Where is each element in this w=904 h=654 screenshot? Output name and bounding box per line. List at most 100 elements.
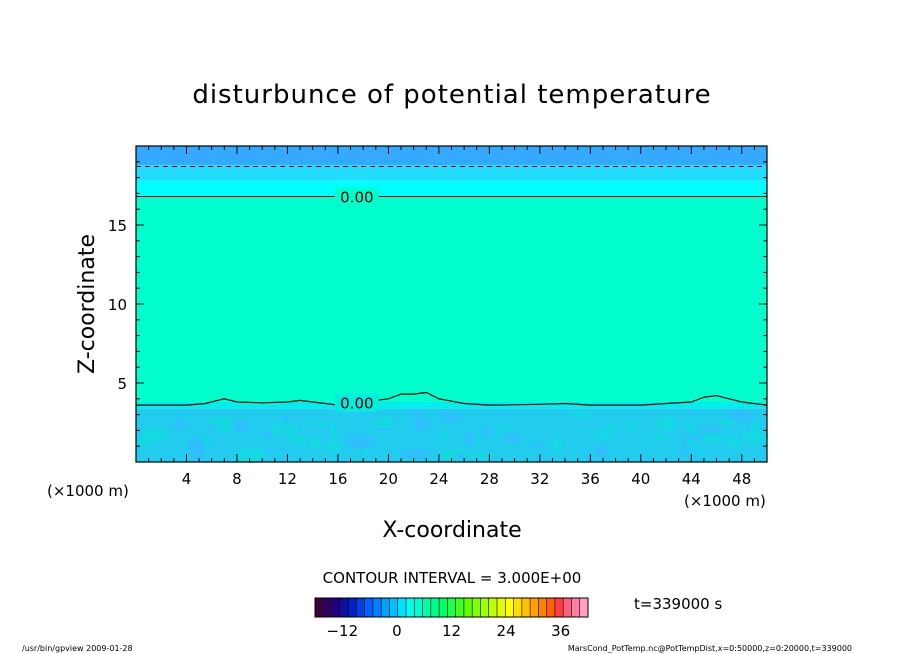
- texture-patch: [685, 438, 698, 446]
- colorbar-tick-label: 24: [497, 622, 516, 640]
- colorbar-frame: [314, 597, 589, 618]
- colorbar-swatch: [571, 598, 581, 617]
- texture-patch: [679, 442, 687, 457]
- x-tick-label: 32: [530, 470, 549, 488]
- colorbar-swatch: [463, 598, 473, 617]
- fill-band-1: [136, 401, 767, 409]
- x-tick-label: 36: [581, 470, 600, 488]
- x-tick-label: 40: [631, 470, 650, 488]
- fill-band-2: [136, 196, 767, 402]
- texture-patch: [345, 435, 375, 449]
- colorbar-swatch: [381, 598, 390, 617]
- texture-patch: [188, 437, 206, 450]
- texture-patch: [652, 433, 670, 441]
- y-tick-label: 5: [117, 375, 127, 393]
- texture-patch: [288, 435, 307, 444]
- colorbar-tick-label: 0: [392, 622, 402, 640]
- texture-patch: [691, 429, 700, 436]
- texture-patch: [595, 444, 609, 459]
- texture-patch: [467, 451, 486, 458]
- x-tick-label: 16: [328, 470, 347, 488]
- x-tick-label: 4: [182, 470, 192, 488]
- colorbar-swatch: [331, 598, 341, 617]
- fill-band-4: [136, 164, 767, 181]
- fill-band-3: [136, 180, 767, 197]
- colorbar-swatch: [488, 598, 498, 617]
- colorbar-swatch: [505, 598, 514, 617]
- colorbar-swatch: [372, 598, 382, 617]
- texture-patch: [481, 427, 491, 437]
- texture-patch: [719, 419, 736, 425]
- texture-patch: [259, 431, 273, 437]
- colorbar-swatch: [579, 598, 589, 617]
- texture-patch: [381, 416, 392, 425]
- colorbar-swatch: [356, 598, 365, 617]
- texture-patch: [171, 419, 189, 430]
- chart-title: disturbunce of potential temperature: [192, 80, 711, 110]
- colorbar-swatch: [563, 598, 572, 617]
- colorbar-swatch: [348, 598, 357, 617]
- texture-patch: [741, 431, 769, 443]
- contour-label-bg: [334, 187, 379, 206]
- colorbar-swatch: [521, 598, 531, 617]
- colorbar-swatch: [546, 598, 556, 617]
- colorbar-swatch: [513, 598, 523, 617]
- x-tick-label: 12: [278, 470, 297, 488]
- texture-patch: [624, 420, 638, 432]
- x-axis-label: X-coordinate: [382, 518, 521, 543]
- texture-patch: [606, 425, 617, 432]
- texture-patch: [411, 410, 423, 420]
- texture-patch: [464, 431, 474, 447]
- texture-patch: [215, 417, 236, 434]
- texture-patch: [700, 432, 728, 443]
- x-tick-label: 24: [429, 470, 448, 488]
- texture-patch: [570, 410, 592, 419]
- colorbar: −12 0 12 24 36: [314, 597, 589, 640]
- texture-patch: [307, 420, 330, 426]
- colorbar-swatch: [323, 598, 332, 617]
- texture-patch: [440, 431, 447, 443]
- colorbar-tick-label: −12: [326, 622, 358, 640]
- texture-patch: [441, 450, 455, 460]
- colorbar-tick-label: 12: [442, 622, 461, 640]
- colorbar-swatch: [447, 598, 456, 617]
- x-tick-label: 8: [232, 470, 242, 488]
- colorbar-swatch: [364, 598, 374, 617]
- footer-left: /usr/bin/gpview 2009-01-28: [22, 644, 133, 653]
- contour-label-0: 0.00: [340, 189, 373, 207]
- colorbar-swatch: [497, 598, 506, 617]
- x-unit-right: (×1000 m): [684, 492, 766, 510]
- texture-patch: [592, 428, 612, 440]
- colorbar-swatch: [554, 598, 564, 617]
- texture-patch: [414, 416, 429, 433]
- colorbar-swatch: [422, 598, 432, 617]
- texture-patch: [552, 436, 563, 453]
- contour-line-1: [136, 391, 768, 406]
- texture-patch: [506, 432, 522, 444]
- contour-label-bg: [334, 393, 379, 412]
- colorbar-swatch: [414, 598, 423, 617]
- x-tick-label: 28: [480, 470, 499, 488]
- fill-band-5: [136, 146, 767, 165]
- y-tick-label: 10: [108, 296, 127, 314]
- texture-patch: [727, 409, 755, 423]
- colorbar-swatch: [430, 598, 440, 617]
- texture-patch: [439, 412, 462, 422]
- texture-patch: [324, 441, 343, 452]
- colorbar-swatch: [455, 598, 465, 617]
- colorbar-swatch: [315, 598, 324, 617]
- time-label: t=339000 s: [634, 595, 722, 613]
- texture-patch: [530, 442, 545, 448]
- colorbar-swatch: [530, 598, 539, 617]
- texture-patch: [330, 424, 338, 436]
- colorbar-swatch: [397, 598, 407, 617]
- y-tick-label: 15: [108, 217, 127, 235]
- texture-patch: [309, 435, 321, 449]
- texture-patch: [496, 425, 514, 431]
- x-unit-left: (×1000 m): [47, 482, 129, 500]
- texture-patch: [657, 416, 677, 432]
- x-tick-label: 20: [379, 470, 398, 488]
- x-tick-label: 48: [732, 470, 751, 488]
